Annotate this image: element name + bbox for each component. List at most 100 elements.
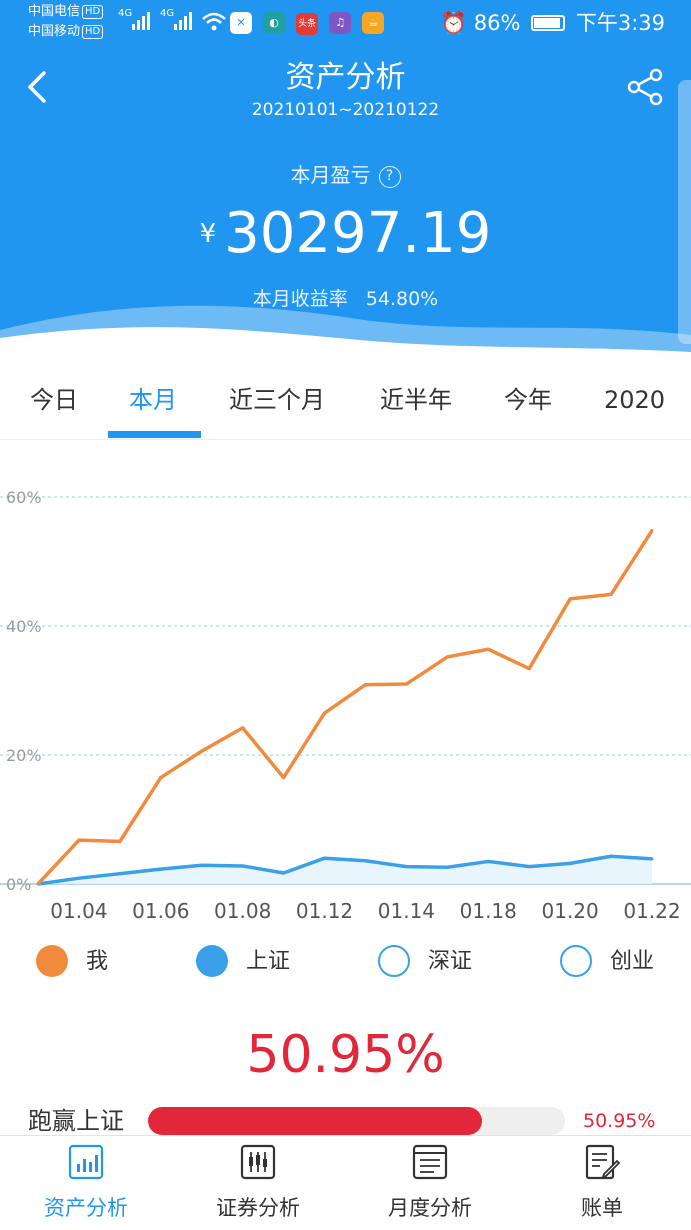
data-point	[404, 682, 408, 686]
nav-bill[interactable]: 账单	[516, 1136, 688, 1230]
data-point	[404, 865, 408, 869]
monthly-pl-text: 本月盈亏	[290, 163, 371, 187]
legend-dot-me	[36, 945, 68, 977]
data-point	[363, 859, 367, 863]
nav-monthly-analysis[interactable]: 月度分析	[344, 1136, 516, 1230]
outperform-value: 50.95%	[583, 1110, 656, 1132]
music-app-icon: ♫	[329, 12, 352, 34]
status-right: ⏰ 86% 下午3:39	[441, 9, 665, 37]
data-point	[650, 857, 654, 861]
active-tab-indicator	[108, 431, 201, 438]
data-point	[527, 667, 531, 671]
currency-symbol: ¥	[199, 219, 217, 249]
alarm-icon: ⏰	[440, 11, 468, 35]
x-axis-labels: 01.04 01.06 01.08 01.12 01.14 01.18 01.20 01.22	[50, 899, 680, 923]
monthly-pl-amount: ¥30297.19	[0, 198, 691, 270]
back-arrow-icon[interactable]	[22, 70, 56, 104]
data-point	[77, 876, 81, 880]
candlestick-icon	[240, 1144, 276, 1180]
network-type-1: 4G	[118, 8, 133, 19]
data-point	[241, 726, 245, 730]
outperform-label: 跑赢上证	[28, 1107, 124, 1135]
carrier-2: 中国移动	[28, 24, 81, 39]
legend-dot-shanghai	[196, 945, 228, 977]
tab-today[interactable]: 今日	[30, 386, 78, 414]
cup-app-icon: ☕	[362, 12, 385, 34]
y-axis-labels: 0% 20% 40% 60%	[6, 488, 42, 894]
hd-badge-1: HD	[82, 5, 104, 19]
bill-icon	[585, 1144, 620, 1180]
wifi-icon	[202, 12, 226, 31]
data-point	[200, 863, 204, 867]
nav-label-asset-analysis: 资产分析	[44, 1196, 128, 1220]
data-point	[568, 597, 572, 601]
data-point	[200, 749, 204, 753]
return-rate-value: 54.80%	[365, 288, 439, 310]
data-point	[445, 865, 449, 869]
legend-label-me: 我	[86, 949, 109, 974]
data-point	[486, 859, 490, 863]
nav-asset-analysis[interactable]: 资产分析	[0, 1136, 172, 1230]
asset-analysis-icon	[68, 1144, 104, 1180]
side-handle[interactable]	[678, 80, 691, 344]
app-icon-2: ◐	[263, 12, 286, 34]
tab-three-months[interactable]: 近三个月	[229, 386, 325, 414]
y-tick-label: 20%	[6, 746, 42, 765]
status-bar: 中国电信 HD 中国移动 HD 4G 4G ✕ ◐ 头条 ♫ ☕ ⏰ 86% 下午3…	[0, 0, 691, 46]
nav-label-monthly-analysis: 月度分析	[388, 1196, 472, 1220]
x-tick-label: 01.14	[378, 899, 435, 923]
nav-label-securities-analysis: 证券分析	[216, 1196, 300, 1220]
chart-series	[36, 529, 654, 886]
nav-securities-analysis[interactable]: 证券分析	[172, 1136, 344, 1230]
return-rate-label: 本月收益率	[252, 288, 348, 310]
help-icon[interactable]: ?	[378, 166, 401, 188]
data-point	[118, 839, 122, 843]
battery-percent: 86%	[473, 11, 521, 35]
battery-icon	[531, 15, 566, 31]
legend-dot-shenzhen	[378, 945, 410, 977]
data-point	[486, 647, 490, 651]
data-point	[609, 854, 613, 858]
data-point	[77, 838, 81, 842]
data-point	[282, 776, 286, 780]
series-line-上证	[37, 854, 653, 886]
notification-icons: ✕ ◐ 头条 ♫ ☕	[230, 11, 390, 35]
data-point	[323, 856, 327, 860]
wave-decoration	[0, 305, 691, 365]
data-point	[650, 529, 654, 533]
legend-label-shenzhen: 深证	[428, 949, 473, 974]
y-tick-label: 40%	[6, 617, 42, 636]
chart-grid	[0, 496, 691, 885]
bottom-nav: 资产分析 证券分析 月度分析 账单	[0, 1135, 691, 1229]
signal-icon-2	[174, 12, 192, 30]
data-point	[282, 871, 286, 875]
data-point	[363, 683, 367, 687]
outperform-bar-fill	[148, 1107, 482, 1135]
x-tick-label: 01.18	[460, 899, 517, 923]
data-point	[323, 711, 327, 715]
y-tick-label: 0%	[6, 875, 31, 894]
tab-this-year[interactable]: 今年	[504, 386, 552, 414]
data-point	[159, 867, 163, 871]
tab-half-year[interactable]: 近半年	[380, 386, 452, 414]
header: 中国电信 HD 中国移动 HD 4G 4G ✕ ◐ 头条 ♫ ☕ ⏰ 86% 下午3…	[0, 0, 691, 365]
share-icon[interactable]	[626, 68, 664, 106]
monthly-analysis-icon	[412, 1144, 448, 1180]
nav-label-bill: 账单	[581, 1196, 623, 1220]
x-tick-label: 01.20	[542, 899, 599, 923]
legend-dot-chinext	[560, 945, 592, 977]
date-range: 20210101~20210122	[251, 100, 440, 120]
news-app-icon: 头条	[296, 13, 319, 35]
return-chart: 0%20%40%60% 01.04 01.06 01.08 01.12 01.14 01.…	[0, 488, 691, 923]
network-type-2: 4G	[160, 8, 175, 19]
app-icon-1: ✕	[230, 12, 252, 34]
legend-label-shanghai: 上证	[246, 949, 291, 974]
period-tabs: 今日 本月 近三个月 近半年 今年 2020	[0, 365, 691, 440]
series-line-我	[36, 529, 654, 886]
x-tick-label: 01.06	[132, 899, 189, 923]
tab-this-month[interactable]: 本月	[129, 386, 177, 414]
x-tick-label: 01.22	[623, 899, 680, 923]
data-point	[609, 592, 613, 596]
tab-2020[interactable]: 2020	[604, 386, 666, 414]
data-point	[527, 865, 531, 869]
